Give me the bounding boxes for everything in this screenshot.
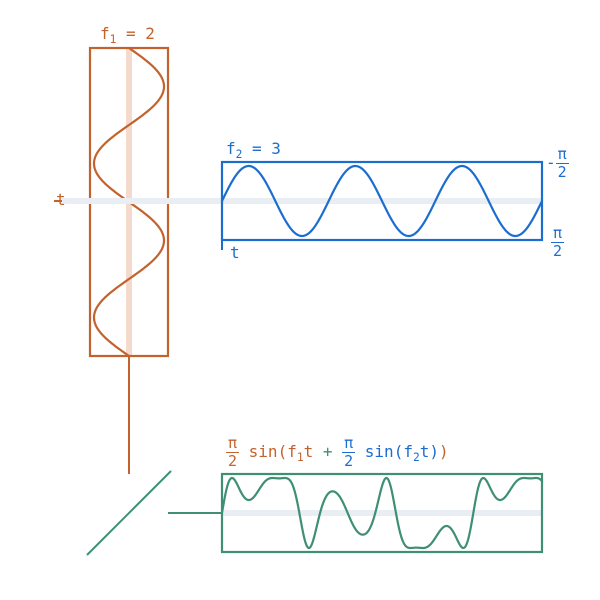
f2-title: f2 = 3 — [226, 139, 281, 161]
f1-post: = 2 — [116, 24, 155, 43]
fm-diagram — [0, 0, 600, 600]
label-neg-pi-over-2: -π2 — [546, 147, 569, 180]
t-label-left: t — [56, 190, 66, 209]
label-pi-over-2: π2 — [551, 226, 564, 259]
t-label-blue: t — [230, 243, 240, 262]
f1-title: f1 = 2 — [100, 24, 155, 46]
fm-formula: π2 sin(f1t + π2 sin(f2t)) — [226, 436, 449, 469]
f2-pre: f — [226, 139, 236, 158]
f2-post: = 3 — [242, 139, 281, 158]
f1-pre: f — [100, 24, 110, 43]
